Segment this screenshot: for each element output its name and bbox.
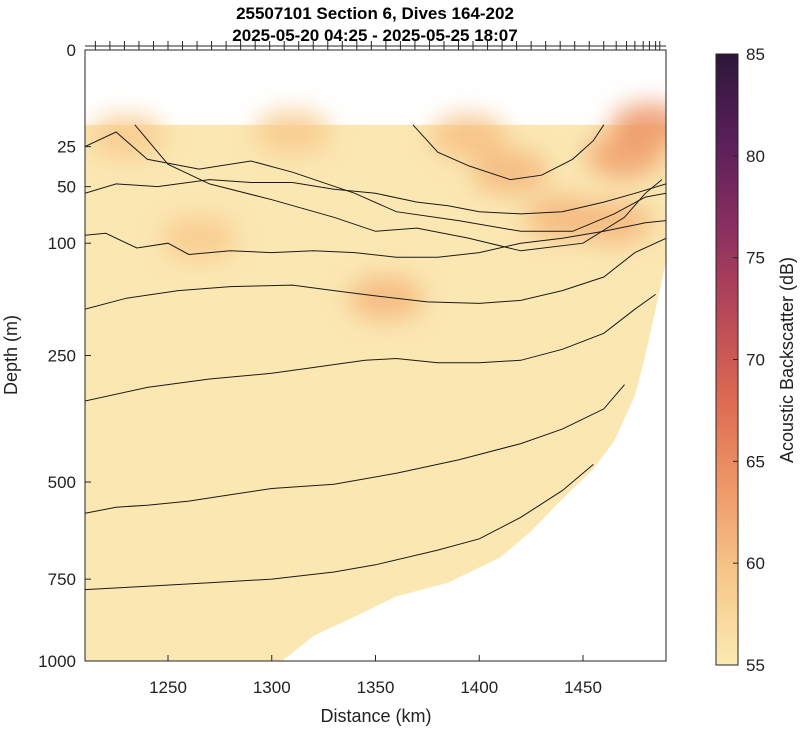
colorbar-ticks: 55 60 65 70 75 80 85 [733, 45, 765, 675]
contour-line [85, 237, 666, 310]
chart-title-line1: 25507101 Section 6, Dives 164-202 [236, 4, 514, 23]
colorbar-tick-label: 65 [746, 452, 765, 471]
contour-line [85, 464, 594, 591]
backscatter-hotspot [254, 109, 331, 154]
y-tick-label: 50 [57, 178, 76, 197]
x-tick-label: 1250 [149, 678, 187, 697]
y-tick-label: 0 [67, 41, 76, 60]
y-tick-label: 25 [57, 138, 76, 157]
y-axis-label: Depth (m) [1, 315, 21, 395]
y-tick-label: 1000 [38, 652, 76, 671]
x-tick-label: 1400 [460, 678, 498, 697]
x-tick-label: 1350 [357, 678, 395, 697]
colorbar-tick-label: 75 [746, 249, 765, 268]
contour-line [412, 124, 605, 181]
plot-area: 1250 1300 1350 1400 1450 0 25 50 100 250 500 750 10… [38, 41, 667, 697]
x-axis-label: Distance (km) [320, 706, 431, 726]
x-axis: 1250 1300 1350 1400 1450 [149, 655, 602, 697]
y-axis: 0 25 50 100 250 500 750 1000 [38, 41, 91, 671]
x-tick-label: 1300 [253, 678, 291, 697]
contour-line [85, 384, 625, 514]
contour-line [85, 179, 666, 215]
colorbar-tick-label: 80 [746, 147, 765, 166]
contour-layer [85, 124, 666, 591]
colorbar-label: Acoustic Backscatter (dB) [777, 257, 797, 463]
colorbar-tick-label: 85 [746, 45, 765, 64]
backscatter-hotspot [88, 114, 165, 159]
contour-line [134, 124, 663, 252]
data-field [85, 124, 666, 661]
backscatter-hotspot [347, 276, 424, 321]
y-tick-label: 100 [48, 234, 76, 253]
dive-markers [85, 41, 666, 50]
contour-line [85, 293, 656, 402]
backscatter-hotspot [611, 102, 666, 147]
hotspot-layer [88, 102, 666, 321]
y-tick-label: 750 [48, 570, 76, 589]
x-tick-label: 1450 [564, 678, 602, 697]
chart-title-line2: 2025-05-20 04:25 - 2025-05-25 18:07 [232, 26, 517, 45]
backscatter-hotspot [576, 200, 653, 245]
backscatter-hotspot [472, 150, 549, 195]
colorbar-tick-label: 70 [746, 351, 765, 370]
colorbar: 55 60 65 70 75 80 85 [715, 45, 765, 675]
colorbar-tick-label: 55 [746, 656, 765, 675]
y-tick-label: 250 [48, 347, 76, 366]
contour-line [85, 220, 666, 258]
colorbar-tick-label: 60 [746, 554, 765, 573]
backscatter-hotspot [430, 114, 507, 159]
y-tick-label: 500 [48, 473, 76, 492]
contour-line [85, 131, 666, 232]
